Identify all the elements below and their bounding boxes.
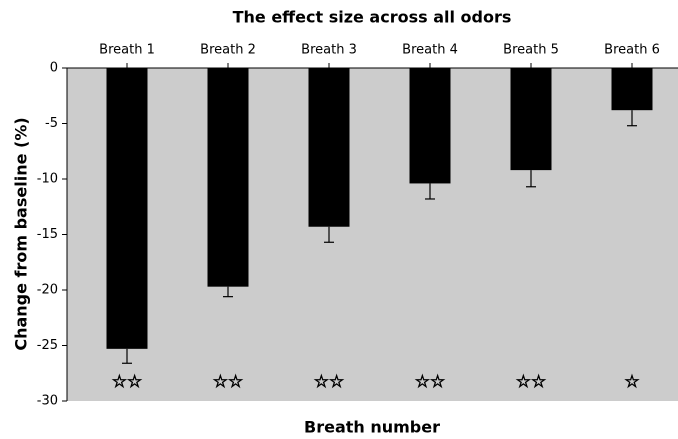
x-tick-label: Breath 1 [99, 43, 155, 58]
y-tick-label: 0 [50, 61, 58, 76]
y-tick-label: -20 [37, 283, 58, 298]
chart-title: The effect size across all odors [233, 8, 512, 27]
y-tick-label: -10 [37, 172, 58, 187]
y-tick-label: -5 [45, 116, 58, 131]
bar [510, 68, 552, 171]
x-tick-label: Breath 4 [402, 43, 458, 58]
significance-stars: ☆☆ [314, 372, 344, 392]
bar [207, 68, 249, 287]
significance-stars: ☆☆ [112, 372, 142, 392]
y-tick-label: -25 [37, 338, 58, 353]
error-bar [122, 348, 132, 364]
plot-area [67, 68, 678, 401]
significance-stars: ☆☆ [516, 372, 546, 392]
significance-stars: ☆☆ [213, 372, 243, 392]
x-tick-label: Breath 5 [503, 43, 559, 58]
x-tick-label: Breath 3 [301, 43, 357, 58]
x-axis-title: Breath number [304, 418, 440, 437]
bar [106, 68, 148, 349]
significance-stars: ☆☆ [415, 372, 445, 392]
y-tick-label: -30 [37, 394, 58, 409]
bar [409, 68, 451, 184]
x-tick-label: Breath 2 [200, 43, 256, 58]
error-bar [526, 170, 536, 188]
bar [611, 68, 653, 111]
error-bar [324, 226, 334, 243]
y-tick-label: -15 [37, 227, 58, 242]
error-bar [425, 183, 435, 200]
x-tick-label: Breath 6 [604, 43, 660, 58]
error-bar [627, 110, 637, 127]
y-axis-title: Change from baseline (%) [12, 117, 31, 350]
significance-stars: ☆ [624, 372, 639, 392]
error-bar [223, 286, 233, 298]
bar [308, 68, 350, 227]
